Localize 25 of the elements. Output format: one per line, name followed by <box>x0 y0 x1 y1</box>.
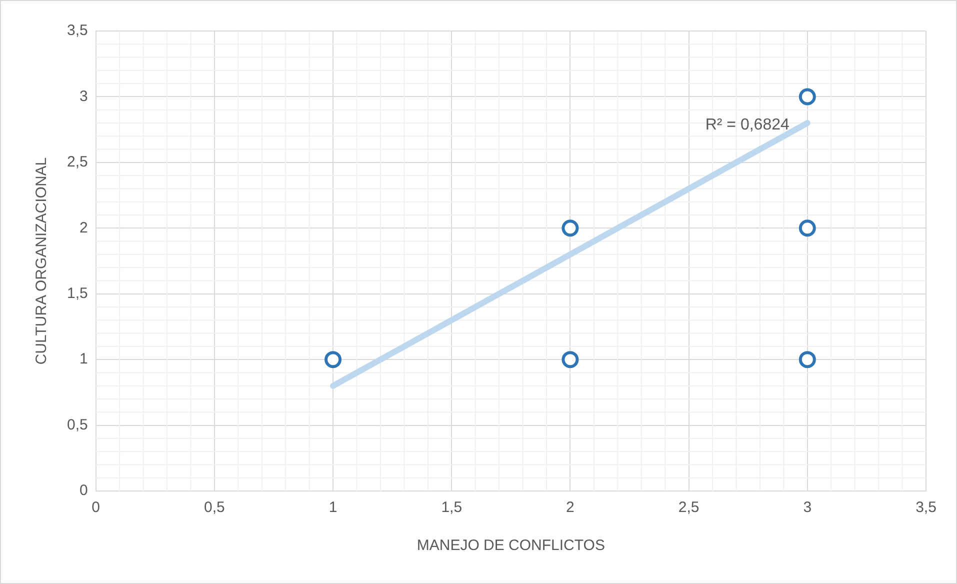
y-tick-label: 3 <box>80 88 88 105</box>
y-tick-label: 2 <box>80 219 88 236</box>
y-tick-label: 3,5 <box>66 22 88 40</box>
point <box>798 88 816 106</box>
point <box>562 220 579 237</box>
point <box>562 351 579 368</box>
y-tick-label: 0 <box>80 482 88 500</box>
x-tick-label: 1,5 <box>441 499 462 516</box>
x-axis-title: MANEJO DE CONFLICTOS <box>416 537 605 554</box>
y-tick-label: 0,5 <box>66 416 88 434</box>
y-tick-label: 2,5 <box>66 154 88 171</box>
x-tick-label: 0,5 <box>204 499 225 516</box>
y-axis-title: CULTURA ORGANIZACIONAL <box>33 157 50 365</box>
annotation: R² = 0,6824 <box>705 116 790 134</box>
x-tick-label: 1 <box>328 499 338 516</box>
y-tick-label: 1,5 <box>66 285 88 302</box>
x-tick-label: 3,5 <box>916 499 936 516</box>
y-tick-label: 1 <box>80 350 88 368</box>
x-tick-label: 0 <box>92 499 100 516</box>
x-tick-label: 2 <box>566 499 574 516</box>
point <box>798 351 816 368</box>
x-tick-label: 2,5 <box>678 499 700 516</box>
x-tick-label: 3 <box>803 499 812 516</box>
point <box>324 351 342 368</box>
point <box>798 220 816 237</box>
